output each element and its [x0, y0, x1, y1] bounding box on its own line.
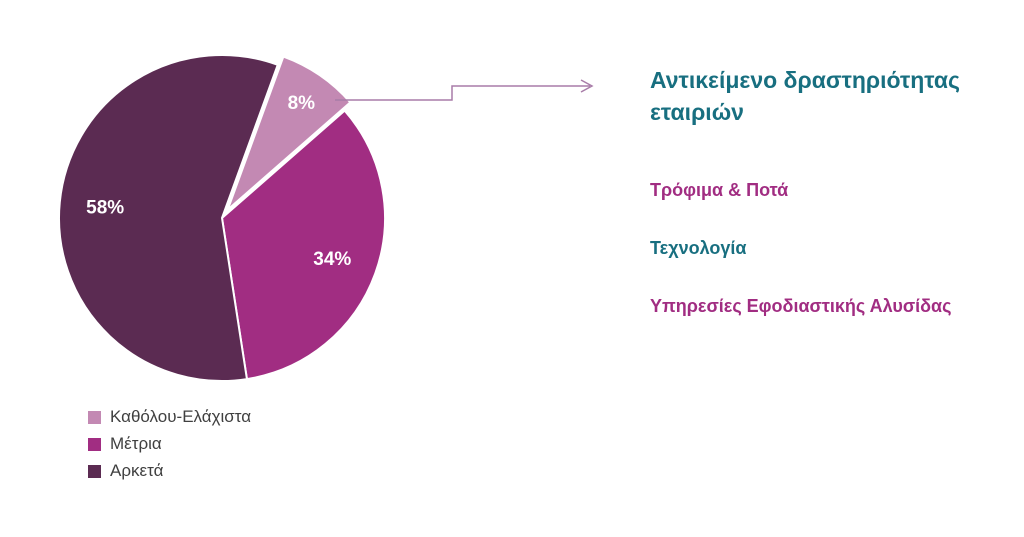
legend-label: Αρκετά [110, 461, 164, 480]
chart-legend: Καθόλου-Ελάχιστα Μέτρια Αρκετά [88, 407, 251, 488]
legend-item: Αρκετά [88, 461, 251, 481]
callout-item-food: Τρόφιμα & Ποτά [650, 180, 789, 200]
pie-slice [221, 109, 386, 381]
pie-slice [226, 55, 352, 211]
callout-panel: Αντικείμενο δραστηριότητας εταιριών Τρόφ… [650, 64, 1002, 354]
callout-item-supply-chain: Υπηρεσίες Εφοδιαστικής Αλυσίδας [650, 296, 952, 316]
legend-swatch [88, 437, 101, 451]
pie-slice-label: 58% [86, 198, 124, 219]
pie-slice-label: 8% [288, 93, 316, 114]
pie-chart: 8% 34% 58% [58, 54, 386, 382]
legend-swatch [88, 410, 101, 424]
callout-arrow [335, 79, 594, 101]
legend-label: Καθόλου-Ελάχιστα [110, 407, 252, 426]
legend-swatch [88, 464, 101, 478]
callout-arrow-head [580, 79, 594, 93]
callout-heading: Αντικείμενο δραστηριότητας εταιριών [650, 67, 960, 125]
callout-item-technology: Τεχνολογία [650, 238, 747, 258]
legend-item: Καθόλου-Ελάχιστα [88, 407, 251, 427]
pie-slice-label: 34% [313, 249, 351, 270]
legend-label: Μέτρια [110, 434, 162, 453]
pie-slice [58, 54, 279, 382]
legend-item: Μέτρια [88, 434, 251, 454]
callout-arrow-line [335, 85, 590, 101]
